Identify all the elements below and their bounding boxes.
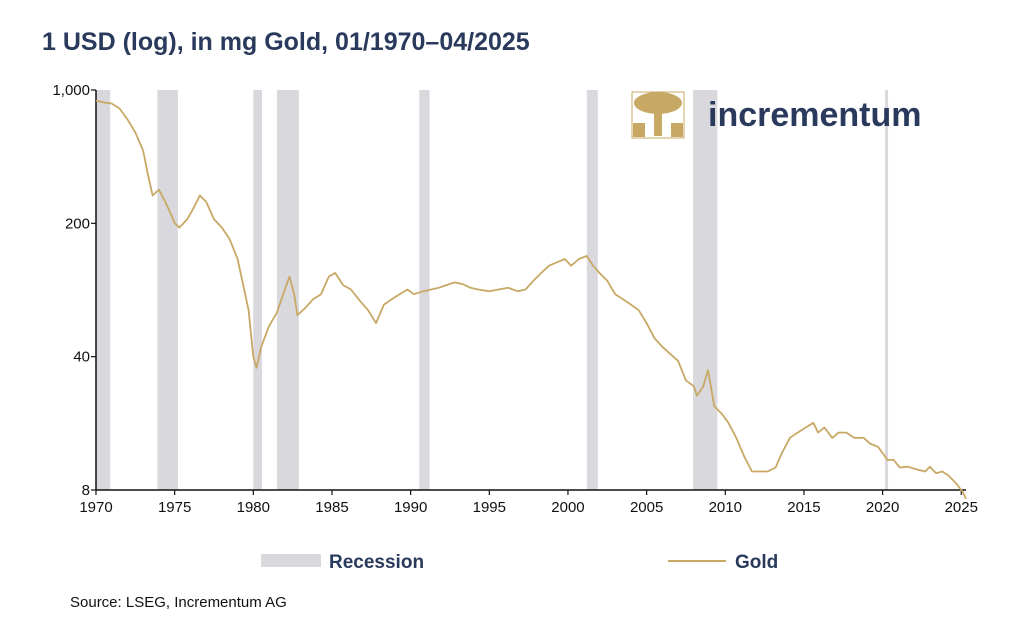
recession-band-6	[693, 90, 718, 490]
x-tick-label-11: 2025	[945, 499, 978, 516]
recession-band-3	[276, 90, 299, 490]
x-tick-label-5: 1995	[473, 499, 506, 516]
y-tick-label-2: 40	[73, 349, 90, 366]
recession-bands	[96, 90, 889, 490]
axes	[95, 90, 966, 491]
legend-recession-label: Recession	[329, 552, 424, 573]
x-tick-label-6: 2000	[551, 499, 584, 516]
recession-band-7	[885, 90, 889, 490]
y-axis-ticks: 1,000 200 40 8	[52, 82, 96, 499]
source-note: Source: LSEG, Incrementum AG	[70, 594, 287, 611]
x-tick-label-3: 1985	[315, 499, 348, 516]
legend-gold-label: Gold	[735, 552, 778, 573]
chart-title: 1 USD (log), in mg Gold, 01/1970–04/2025	[42, 28, 530, 56]
y-tick-label-0: 1,000	[52, 82, 90, 99]
x-tick-label-9: 2015	[787, 499, 820, 516]
recession-band-2	[253, 90, 262, 490]
incrementum-logo: incrementum	[631, 91, 922, 139]
x-tick-label-2: 1980	[237, 499, 270, 516]
x-tick-label-10: 2020	[866, 499, 899, 516]
x-tick-label-4: 1990	[394, 499, 427, 516]
x-tick-label-8: 2010	[709, 499, 742, 516]
legend: Recession Gold	[261, 552, 778, 573]
legend-recession-swatch	[261, 554, 321, 567]
recession-band-5	[586, 90, 598, 490]
recession-band-4	[419, 90, 430, 490]
gold-series-line	[95, 99, 967, 500]
recession-band-1	[157, 90, 178, 490]
x-tick-label-1: 1975	[158, 499, 191, 516]
x-axis-ticks: 1970 1975 1980 1985 1990 1995 2000 2005 2010 2015…	[79, 490, 978, 516]
y-tick-label-3: 8	[82, 482, 90, 499]
tree-icon	[633, 92, 683, 137]
recession-band-0	[96, 90, 111, 490]
brand-name: incrementum	[708, 96, 922, 134]
x-tick-label-0: 1970	[79, 499, 112, 516]
y-tick-label-1: 200	[65, 215, 90, 232]
x-tick-label-7: 2005	[630, 499, 663, 516]
